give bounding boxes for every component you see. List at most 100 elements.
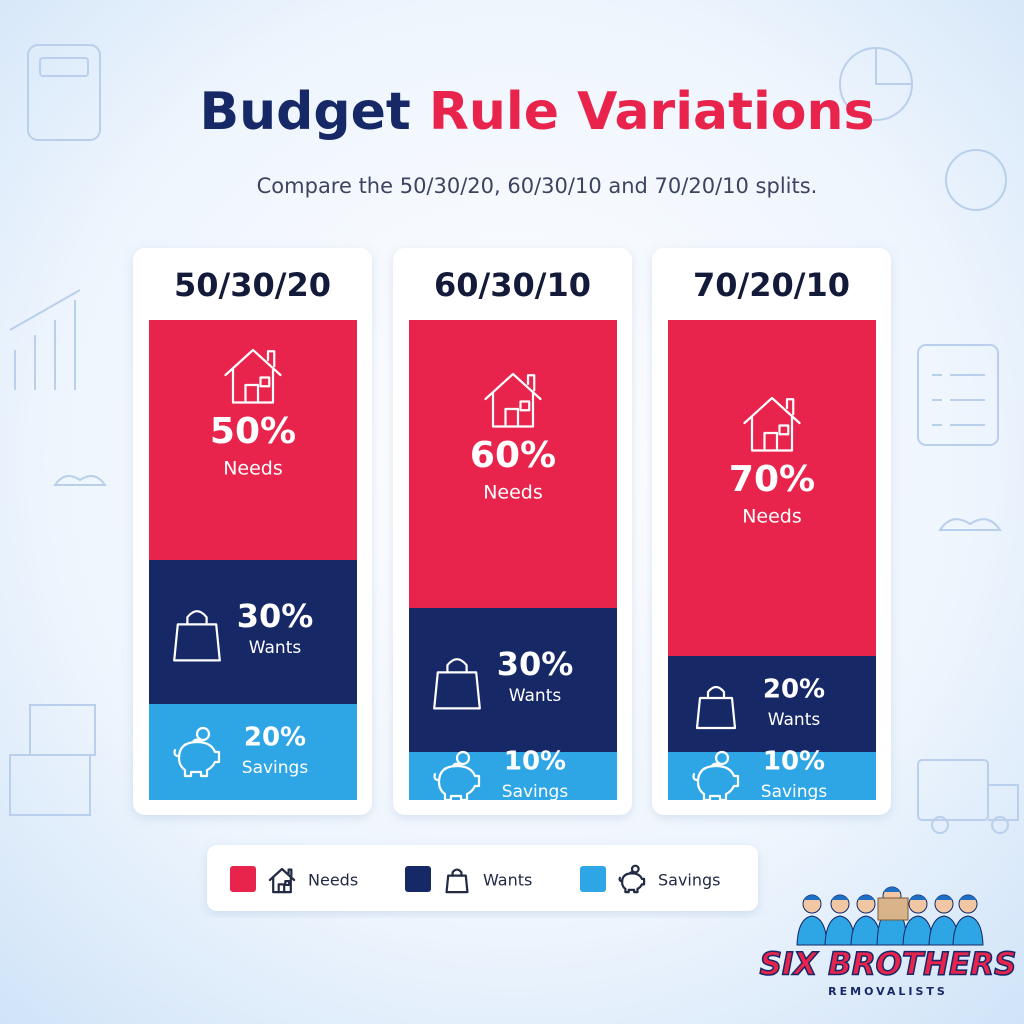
bar-segment	[149, 320, 357, 560]
crew-cap	[959, 895, 977, 900]
legend-swatch	[230, 866, 256, 892]
legend-swatch	[405, 866, 431, 892]
crew-cap	[857, 895, 875, 900]
house-icon	[484, 372, 542, 428]
segment-name: Wants	[249, 638, 302, 658]
logo-tagline: REMOVALISTS	[828, 985, 948, 998]
category-label: 50/30/20	[174, 266, 331, 304]
crew-cap	[935, 895, 953, 900]
house-stroke	[526, 374, 536, 392]
house-stroke	[491, 391, 535, 428]
crew-cap	[909, 895, 927, 900]
legend-swatch	[580, 866, 606, 892]
piggy-stroke	[451, 762, 463, 768]
bag-stroke	[446, 658, 468, 674]
house-stroke	[266, 350, 276, 368]
house-icon	[224, 348, 282, 404]
bar-segment	[409, 320, 617, 608]
piggy-stroke	[191, 738, 203, 744]
house-stroke	[785, 398, 795, 416]
segment-name: Wants	[509, 686, 562, 706]
bag-icon	[445, 868, 469, 894]
coin	[455, 750, 471, 766]
piggy-icon	[618, 864, 646, 894]
logo-name: SIX BROTHERS	[760, 947, 1017, 983]
segment-name: Savings	[242, 758, 309, 778]
house-stroke	[763, 431, 779, 452]
bar-segment	[149, 704, 357, 800]
piggy-stroke	[692, 772, 700, 782]
piggy-stroke	[437, 764, 481, 802]
bag-stroke	[451, 868, 463, 877]
legend-box	[207, 845, 758, 911]
bag-icon	[173, 610, 221, 662]
piggy-icon	[173, 726, 221, 778]
bag-stroke	[173, 623, 221, 662]
value-label: 10%	[763, 747, 825, 777]
value-label: 60%	[470, 435, 556, 476]
house-stroke	[231, 367, 275, 404]
house-stroke	[287, 868, 293, 878]
segment-name: Wants	[768, 710, 821, 730]
house-stroke	[519, 400, 531, 412]
bar-segment	[668, 656, 876, 752]
house-stroke	[504, 407, 520, 428]
logo-crew	[796, 886, 984, 946]
piggy-icon	[692, 750, 740, 802]
piggy-stroke	[173, 748, 181, 758]
bar-segment	[409, 608, 617, 752]
house-stroke	[743, 396, 801, 425]
value-label: 10%	[504, 747, 566, 777]
value-label: 20%	[244, 723, 306, 753]
house-stroke	[750, 415, 794, 452]
segment-name: Needs	[742, 506, 802, 528]
crew-box	[877, 897, 909, 921]
crew-body	[952, 915, 984, 946]
house-stroke	[268, 867, 296, 882]
piggy-stroke	[710, 762, 722, 768]
house-icon	[268, 867, 296, 894]
coin	[195, 726, 211, 742]
bag-stroke	[445, 874, 469, 894]
value-label: 70%	[729, 459, 815, 500]
bag-stroke	[186, 610, 208, 626]
piggy-stroke	[433, 772, 441, 782]
segment-name: Needs	[483, 482, 543, 504]
house-stroke	[259, 376, 271, 388]
legend-label: Wants	[483, 871, 532, 890]
value-label: 20%	[763, 675, 825, 705]
bag-icon	[433, 658, 481, 710]
bag-icon	[695, 685, 737, 730]
category-label: 60/30/10	[434, 266, 591, 304]
crew-cap	[831, 895, 849, 900]
piggy-stroke	[618, 876, 624, 883]
legend-label: Savings	[658, 871, 721, 890]
value-label: 30%	[497, 645, 574, 683]
bar-segment	[668, 320, 876, 656]
piggy-icon	[433, 750, 481, 802]
house-stroke	[224, 348, 282, 377]
segment-name: Savings	[502, 782, 569, 802]
segment-name: Savings	[761, 782, 828, 802]
house-stroke	[778, 424, 790, 436]
decorations	[9, 44, 1019, 834]
category-label: 70/20/10	[693, 266, 850, 304]
house-stroke	[272, 876, 292, 894]
bag-stroke	[695, 696, 737, 730]
coin	[630, 864, 640, 874]
bag-stroke	[706, 685, 726, 700]
piggy-stroke	[696, 764, 740, 802]
bar-segment	[149, 560, 357, 704]
value-label: 50%	[210, 411, 296, 452]
bag-stroke	[433, 671, 481, 710]
house-stroke	[284, 880, 291, 887]
house-stroke	[277, 883, 286, 894]
crew-cap	[803, 895, 821, 900]
segment-name: Needs	[223, 458, 283, 480]
coin	[714, 750, 730, 766]
house-icon	[743, 396, 801, 452]
crew-cap	[883, 887, 901, 892]
chart-title: Budget Rule Variations	[199, 82, 874, 142]
chart-subtitle: Compare the 50/30/20, 60/30/10 and 70/20…	[257, 174, 818, 198]
